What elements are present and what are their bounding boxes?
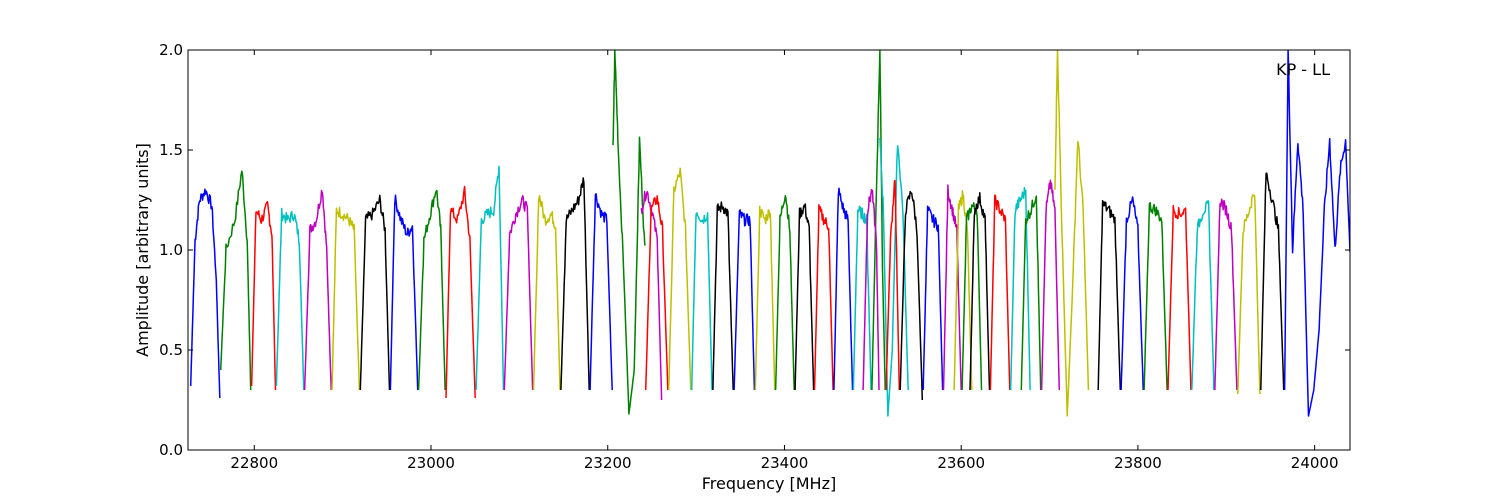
series-line-19 xyxy=(667,167,692,391)
series-line-8 xyxy=(389,194,419,391)
series-line-13 xyxy=(532,194,561,391)
series-line-17 xyxy=(640,190,663,401)
series-line-50 xyxy=(1237,194,1261,395)
y-axis-ticks: 0.0 0.5 1.0 1.5 2.0 xyxy=(159,41,1350,459)
x-tick-label: 22800 xyxy=(230,454,278,472)
series-line-28 xyxy=(852,205,872,391)
series-line-34 xyxy=(922,205,944,391)
series-line-6 xyxy=(331,206,361,391)
series-line-31 xyxy=(879,137,909,417)
series-line-52 xyxy=(1283,50,1350,417)
series-line-23 xyxy=(754,205,776,391)
series-line-51 xyxy=(1260,172,1285,391)
x-tick-label: 23200 xyxy=(584,454,632,472)
x-axis-ticks: 22800 23000 23200 23400 23600 23800 24000 xyxy=(230,50,1339,472)
series-line-20 xyxy=(690,212,713,391)
series-line-43 xyxy=(1054,50,1090,417)
series-line-9 xyxy=(417,189,446,391)
series-line-32 xyxy=(885,179,901,391)
series-line-10 xyxy=(445,185,476,399)
x-tick-label: 23000 xyxy=(407,454,455,472)
series-line-45 xyxy=(1120,196,1144,391)
series-line-5 xyxy=(303,189,332,391)
series-line-49 xyxy=(1214,198,1238,391)
series-line-38 xyxy=(969,191,991,391)
plot-background xyxy=(188,50,1350,450)
y-tick-label: 0.5 xyxy=(159,341,183,359)
series-line-33 xyxy=(899,190,924,401)
series-line-42 xyxy=(1040,179,1061,391)
y-axis-title: Amplitude [arbitrary units] xyxy=(133,143,152,357)
series-line-14 xyxy=(560,177,590,391)
series-line-44 xyxy=(1097,199,1122,391)
series-line-29 xyxy=(871,50,886,391)
series-line-36 xyxy=(953,190,973,391)
x-axis-title: Frequency [MHz] xyxy=(702,474,836,493)
series-line-3 xyxy=(250,200,277,391)
series-layer xyxy=(189,50,1350,417)
y-tick-label: 1.5 xyxy=(159,141,183,159)
series-line-48 xyxy=(1191,200,1215,391)
x-tick-label: 24000 xyxy=(1291,454,1339,472)
series-line-27 xyxy=(833,187,854,391)
series-line-2 xyxy=(219,170,252,391)
series-line-47 xyxy=(1167,204,1192,391)
series-line-7 xyxy=(359,194,391,391)
series-line-41 xyxy=(1020,195,1042,391)
series-line-22 xyxy=(733,209,756,391)
series-line-35 xyxy=(942,184,962,391)
series-line-21 xyxy=(712,201,734,391)
series-line-46 xyxy=(1143,201,1168,391)
y-tick-label: 0.0 xyxy=(159,441,183,459)
series-line-11 xyxy=(475,165,505,391)
series-line-24 xyxy=(774,195,795,391)
series-line-4 xyxy=(275,207,305,391)
chart-annotation: KP - LL xyxy=(1276,60,1330,79)
x-tick-label: 23400 xyxy=(761,454,809,472)
series-line-16 xyxy=(612,50,646,415)
x-tick-label: 23800 xyxy=(1114,454,1162,472)
y-tick-label: 1.0 xyxy=(159,241,183,259)
y-tick-label: 2.0 xyxy=(159,41,183,59)
x-tick-label: 23600 xyxy=(937,454,985,472)
series-line-40 xyxy=(1009,187,1031,391)
series-line-37 xyxy=(961,202,983,391)
series-line-25 xyxy=(794,203,815,391)
series-line-39 xyxy=(989,194,1011,391)
series-line-18 xyxy=(644,195,669,391)
series-line-30 xyxy=(862,189,880,391)
series-line-1 xyxy=(189,188,221,399)
series-line-12 xyxy=(503,194,534,391)
series-line-15 xyxy=(589,193,613,391)
series-line-26 xyxy=(813,204,834,391)
